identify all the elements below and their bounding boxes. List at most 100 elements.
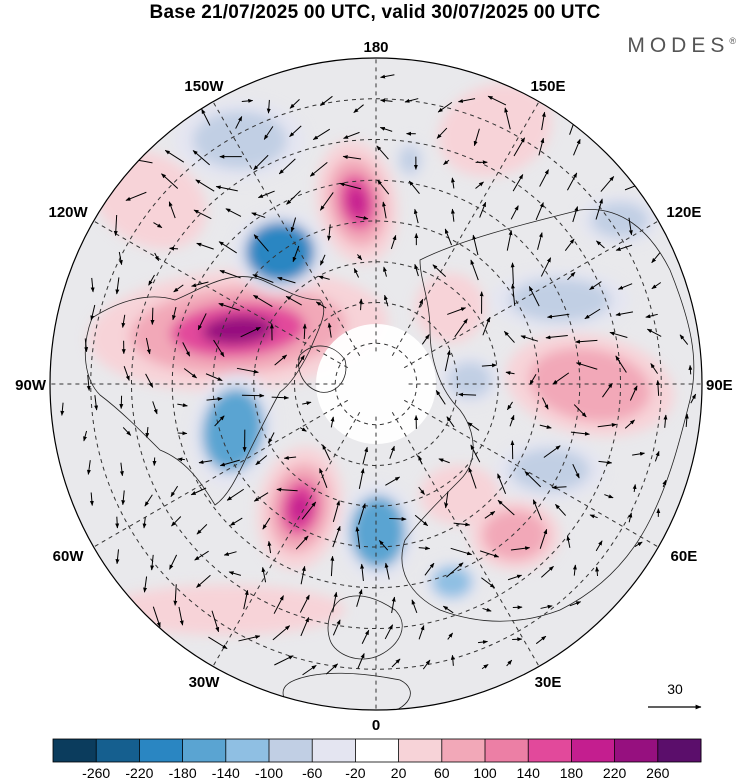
wind-arrow — [537, 232, 543, 250]
wind-arrow — [688, 364, 693, 375]
wind-arrow — [143, 576, 148, 593]
wind-arrow — [115, 549, 120, 565]
wind-arrow — [539, 169, 549, 187]
wind-arrow — [634, 541, 643, 547]
wind-arrow — [447, 307, 467, 315]
wind-arrow — [219, 270, 241, 279]
wind-arrow — [382, 201, 387, 219]
wind-arrow — [297, 354, 305, 367]
wind-arrow — [414, 263, 419, 277]
wind-arrow — [389, 516, 407, 521]
wind-arrow — [125, 191, 147, 201]
brand-name: MODES — [627, 34, 730, 57]
wind-arrow — [332, 619, 341, 636]
colorbar-label: 220 — [603, 765, 627, 781]
wind-arrow — [170, 485, 179, 498]
wind-arrow — [121, 314, 126, 328]
wind-arrow — [361, 629, 370, 644]
wind-arrow — [542, 397, 549, 410]
wind-arrow — [662, 479, 667, 488]
wind-arrow — [438, 458, 450, 464]
wind-arrow — [482, 607, 492, 612]
wind-arrow — [552, 372, 570, 385]
wind-arrow — [574, 339, 598, 344]
wind-arrow — [214, 415, 225, 427]
wind-arrow — [355, 526, 361, 549]
colorbar: -260 -220 -180 -140 -100 -60 -20 20 60 100 140 180 2… — [52, 738, 702, 781]
wind-arrow — [510, 205, 519, 220]
wind-arrow — [376, 145, 389, 160]
colorbar-swatch — [485, 739, 529, 762]
wind-arrow — [555, 504, 567, 516]
colorbar-label: -140 — [212, 765, 240, 781]
wind-arrow — [169, 246, 179, 251]
wind-arrow — [123, 366, 130, 381]
longitude-label: 90E — [706, 377, 733, 394]
anomaly-mid — [448, 362, 492, 398]
wind-arrow — [421, 334, 430, 345]
wind-arrow — [83, 430, 88, 442]
colorbar-swatch — [225, 739, 270, 762]
wind-arrow — [355, 215, 369, 220]
anomaly-mid — [529, 347, 651, 423]
meridian-line — [212, 101, 361, 357]
wind-arrow — [651, 282, 662, 290]
wind-arrow — [357, 653, 365, 669]
wind-arrow — [268, 432, 275, 444]
wind-arrow — [679, 334, 689, 345]
wind-arrow — [596, 240, 605, 249]
wind-arrow — [506, 659, 513, 667]
brand-logo: MODES® — [627, 34, 736, 58]
colorbar-swatch — [614, 739, 659, 762]
anomaly-positive — [257, 446, 343, 570]
wind-arrow — [332, 591, 338, 613]
wind-arrow — [356, 589, 363, 607]
wind-arrow — [617, 283, 633, 290]
colorbar-swatch — [312, 739, 356, 762]
wind-arrow — [362, 446, 369, 465]
wind-arrow — [261, 566, 267, 583]
coastline-eurasia — [401, 208, 695, 622]
longitude-label: 90W — [15, 377, 47, 394]
coastline-africa — [282, 672, 411, 710]
wind-arrow — [575, 362, 598, 370]
wind-arrow — [197, 313, 207, 331]
wind-arrow — [595, 198, 603, 220]
wind-arrow — [418, 546, 431, 551]
wind-arrow — [470, 444, 481, 463]
wind-arrow — [384, 562, 390, 580]
wind-arrow — [319, 254, 326, 266]
wind-arrow — [238, 635, 261, 642]
wind-arrow — [506, 401, 513, 411]
wind-arrow — [243, 589, 249, 610]
wind-arrow — [584, 308, 601, 320]
wind-arrow — [628, 512, 633, 523]
meridian-line — [391, 411, 540, 667]
wind-arrow — [632, 451, 646, 456]
wind-arrow — [330, 416, 335, 428]
wind-arrow — [450, 547, 473, 556]
wind-arrow — [236, 367, 259, 374]
wind-arrow — [241, 98, 254, 103]
meridian-line — [403, 220, 659, 369]
wind-arrow — [589, 281, 602, 291]
wind-arrow — [240, 326, 261, 338]
coastlines — [84, 208, 695, 710]
wind-arrow — [472, 234, 479, 256]
longitude-label: 180 — [363, 39, 388, 56]
wind-arrow — [414, 514, 429, 527]
wind-arrow — [572, 206, 579, 223]
wind-arrow — [278, 158, 296, 175]
wind-arrow — [444, 349, 451, 372]
wind-arrow — [215, 185, 238, 192]
wind-arrow — [300, 565, 306, 585]
meridian-line — [403, 399, 659, 548]
wind-arrow — [301, 501, 317, 520]
wind-arrow — [332, 525, 341, 548]
meridian-line — [212, 411, 361, 667]
wind-arrow — [479, 201, 487, 218]
wind-arrow — [654, 450, 660, 462]
wind-arrow — [273, 595, 284, 614]
wind-arrow — [263, 126, 274, 140]
